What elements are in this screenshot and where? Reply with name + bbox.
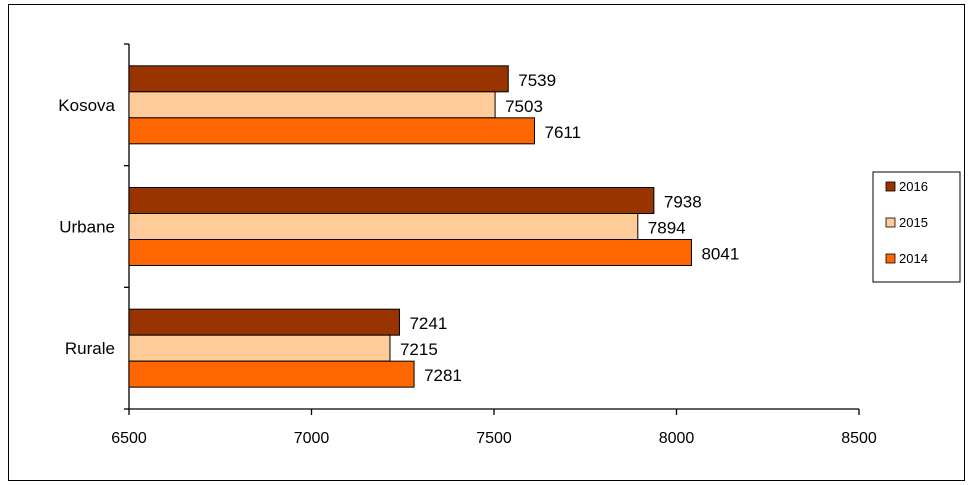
legend-label: 2015 [899,215,928,230]
data-label: 8041 [701,245,739,264]
data-label: 7503 [505,97,543,116]
legend-label: 2016 [899,179,928,194]
x-tick-label: 7000 [294,430,330,447]
data-label: 7215 [400,340,438,359]
data-label: 7281 [424,366,462,385]
bar [128,334,391,362]
data-label: 7611 [545,123,582,142]
bar [128,213,639,240]
x-tick-label: 8500 [841,430,877,447]
x-tick-label: 7500 [476,430,512,447]
bar [128,91,496,119]
data-label: 7894 [648,219,686,238]
data-label: 7241 [409,314,447,333]
x-tick-label: 6500 [111,430,147,447]
category-label: Urbane [59,218,115,237]
category-label: Kosova [58,96,115,115]
legend-swatch [885,217,896,228]
legend-swatch [885,253,896,264]
bar [128,239,692,266]
category-label: Rurale [65,339,115,358]
x-tick-label: 8000 [659,430,695,447]
legend-label: 2014 [899,251,928,266]
bar [128,308,400,336]
legend-swatch [885,181,896,192]
data-label: 7938 [664,193,702,212]
chart-frame [8,4,965,481]
bar [128,65,509,93]
bar [128,360,415,388]
bar [128,117,536,145]
bar [128,187,655,214]
data-label: 7539 [518,71,556,90]
